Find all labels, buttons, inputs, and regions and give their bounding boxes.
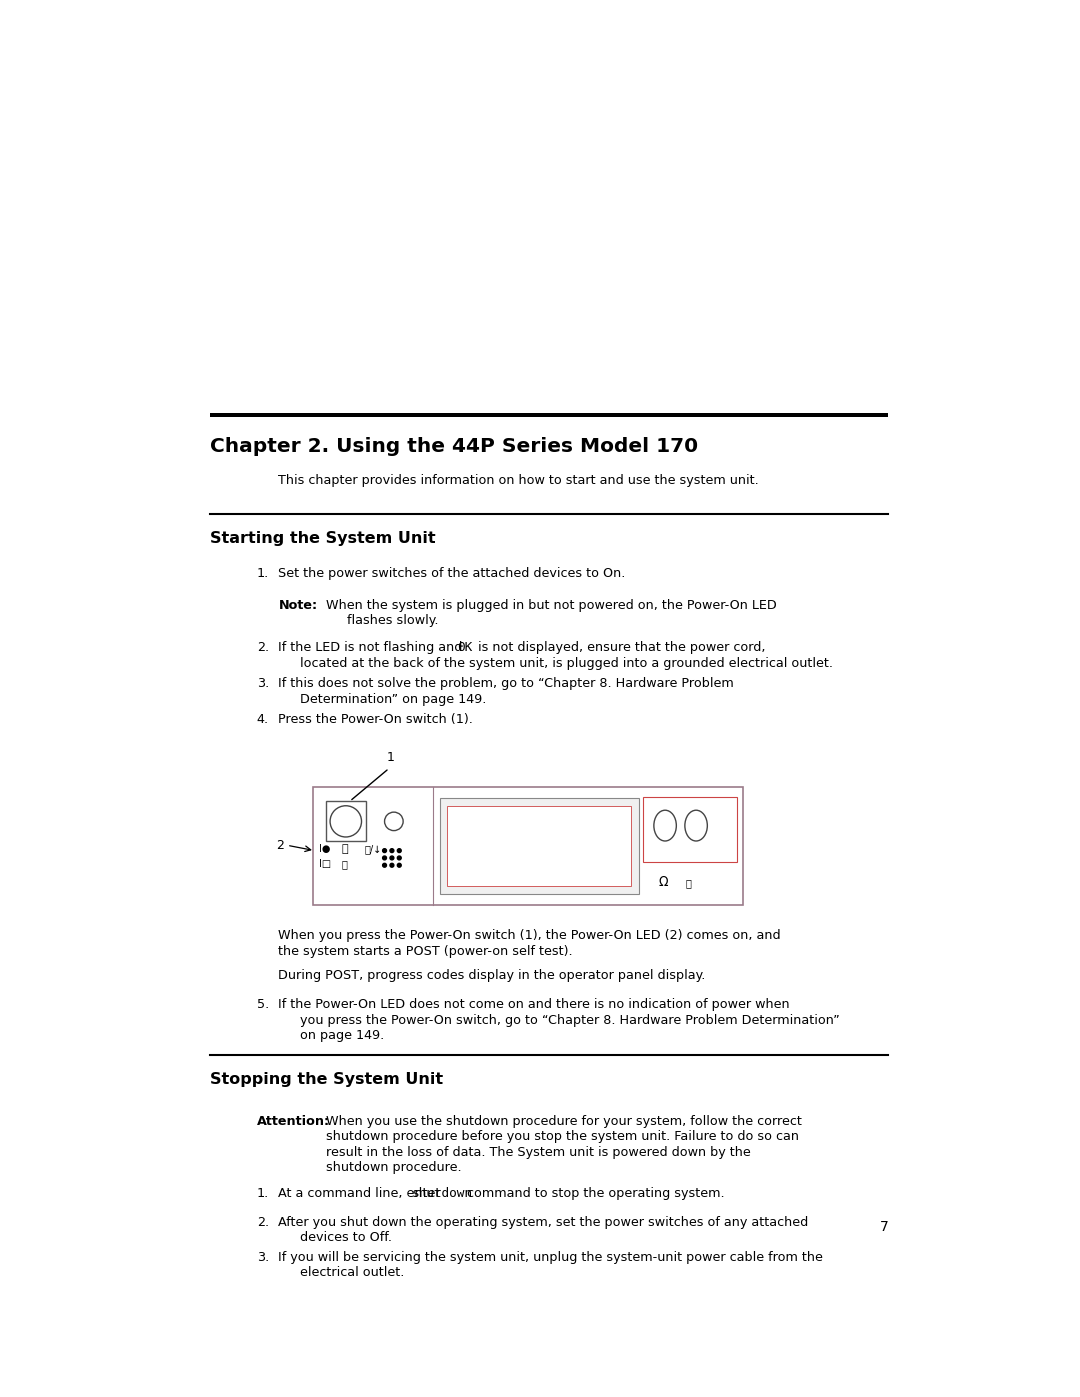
Text: After you shut down the operating system, set the power switches of any attached: After you shut down the operating system… bbox=[279, 1215, 809, 1228]
Bar bbox=[644, 796, 738, 862]
Text: During POST, progress codes display in the operator panel display.: During POST, progress codes display in t… bbox=[279, 970, 705, 982]
Text: devices to Off.: devices to Off. bbox=[300, 1231, 392, 1243]
Text: Note:: Note: bbox=[279, 599, 318, 612]
Bar bbox=[313, 788, 743, 904]
Text: shutdown procedure.: shutdown procedure. bbox=[326, 1161, 462, 1173]
Text: Determination” on page 149.: Determination” on page 149. bbox=[300, 693, 486, 705]
Circle shape bbox=[382, 856, 387, 861]
Circle shape bbox=[330, 806, 362, 837]
Text: At a command line, enter: At a command line, enter bbox=[279, 1187, 445, 1200]
Text: 1: 1 bbox=[387, 752, 395, 764]
Text: Chapter 2. Using the 44P Series Model 170: Chapter 2. Using the 44P Series Model 17… bbox=[211, 437, 699, 457]
Text: I□: I□ bbox=[320, 859, 332, 869]
Text: 5.: 5. bbox=[257, 999, 269, 1011]
Text: Starting the System Unit: Starting the System Unit bbox=[211, 531, 436, 546]
Circle shape bbox=[397, 856, 401, 861]
Circle shape bbox=[397, 863, 401, 868]
Circle shape bbox=[384, 812, 403, 831]
Bar bbox=[326, 802, 366, 841]
Text: 🔒: 🔒 bbox=[341, 859, 347, 869]
Text: Stopping the System Unit: Stopping the System Unit bbox=[211, 1073, 443, 1087]
Text: the system starts a POST (power-on self test).: the system starts a POST (power-on self … bbox=[279, 944, 573, 957]
Circle shape bbox=[382, 863, 387, 868]
Text: 1.: 1. bbox=[257, 1187, 269, 1200]
Text: 🎤: 🎤 bbox=[685, 877, 691, 888]
Text: If you will be servicing the system unit, unplug the system-unit power cable fro: If you will be servicing the system unit… bbox=[279, 1252, 823, 1264]
Circle shape bbox=[390, 849, 394, 852]
Text: 3.: 3. bbox=[257, 678, 269, 690]
Ellipse shape bbox=[685, 810, 707, 841]
Text: Ω: Ω bbox=[659, 876, 669, 890]
Text: 7: 7 bbox=[879, 1220, 889, 1234]
Text: shutdown: shutdown bbox=[411, 1187, 473, 1200]
Circle shape bbox=[390, 856, 394, 861]
Text: Ⓡ/↓: Ⓡ/↓ bbox=[364, 844, 381, 854]
Text: result in the loss of data. The System unit is powered down by the: result in the loss of data. The System u… bbox=[326, 1146, 752, 1158]
Text: When you use the shutdown procedure for your system, follow the correct: When you use the shutdown procedure for … bbox=[326, 1115, 802, 1127]
Text: When the system is plugged in but not powered on, the Power-On LED: When the system is plugged in but not po… bbox=[326, 599, 778, 612]
Text: 1.: 1. bbox=[257, 567, 269, 580]
Text: This chapter provides information on how to start and use the system unit.: This chapter provides information on how… bbox=[279, 474, 759, 488]
Bar bbox=[440, 798, 638, 894]
Text: When you press the Power-On switch (1), the Power-On LED (2) comes on, and: When you press the Power-On switch (1), … bbox=[279, 929, 781, 942]
Text: Attention:: Attention: bbox=[257, 1115, 329, 1127]
Text: If this does not solve the problem, go to “Chapter 8. Hardware Problem: If this does not solve the problem, go t… bbox=[279, 678, 734, 690]
Text: ⏻: ⏻ bbox=[341, 844, 348, 854]
Text: Set the power switches of the attached devices to On.: Set the power switches of the attached d… bbox=[279, 567, 625, 580]
Circle shape bbox=[397, 849, 401, 852]
Text: 0K: 0K bbox=[457, 641, 472, 654]
Text: 2: 2 bbox=[276, 838, 284, 852]
Text: 3.: 3. bbox=[257, 1252, 269, 1264]
Text: 4.: 4. bbox=[257, 712, 269, 726]
Text: If the LED is not flashing and: If the LED is not flashing and bbox=[279, 641, 467, 654]
Circle shape bbox=[390, 863, 394, 868]
Text: you press the Power-On switch, go to “Chapter 8. Hardware Problem Determination”: you press the Power-On switch, go to “Ch… bbox=[300, 1014, 840, 1027]
Circle shape bbox=[382, 849, 387, 852]
Text: is not displayed, ensure that the power cord,: is not displayed, ensure that the power … bbox=[474, 641, 765, 654]
Ellipse shape bbox=[653, 810, 676, 841]
Bar bbox=[211, 412, 888, 416]
Text: command to stop the operating system.: command to stop the operating system. bbox=[463, 1187, 725, 1200]
Text: flashes slowly.: flashes slowly. bbox=[347, 615, 438, 627]
Text: Press the Power-On switch (1).: Press the Power-On switch (1). bbox=[279, 712, 473, 726]
Text: on page 149.: on page 149. bbox=[300, 1030, 384, 1042]
Text: 2.: 2. bbox=[257, 641, 269, 654]
Text: If the Power-On LED does not come on and there is no indication of power when: If the Power-On LED does not come on and… bbox=[279, 999, 789, 1011]
Text: located at the back of the system unit, is plugged into a grounded electrical ou: located at the back of the system unit, … bbox=[300, 657, 833, 669]
Text: 2.: 2. bbox=[257, 1215, 269, 1228]
Text: I●: I● bbox=[320, 844, 330, 854]
Text: shutdown procedure before you stop the system unit. Failure to do so can: shutdown procedure before you stop the s… bbox=[326, 1130, 799, 1143]
Bar bbox=[447, 806, 631, 886]
Text: electrical outlet.: electrical outlet. bbox=[300, 1267, 404, 1280]
